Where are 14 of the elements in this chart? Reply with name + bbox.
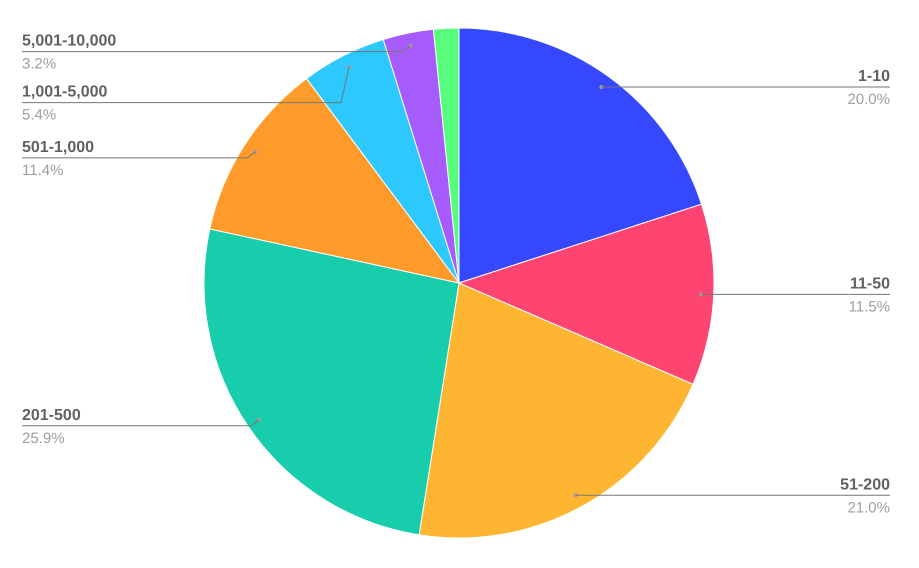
data-label: 21.0% [847,499,890,516]
slice-label: 11-50 [850,275,890,292]
slice-label: 201-500 [22,406,81,424]
slice-label: 1,001-5,000 [22,84,108,101]
data-label: 11.5% [848,298,890,316]
slice-label: 501-1,000 [22,138,94,156]
data-label: 3.2% [22,56,56,73]
data-label: 5.4% [22,106,56,124]
slice-label: 5,001-10,000 [22,32,116,50]
slice-label: 1-10 [858,68,890,86]
data-label: 25.9% [22,430,65,447]
data-label: 11.4% [22,162,64,179]
slice-label: 51-200 [840,476,890,494]
data-label: 20.0% [847,91,890,108]
